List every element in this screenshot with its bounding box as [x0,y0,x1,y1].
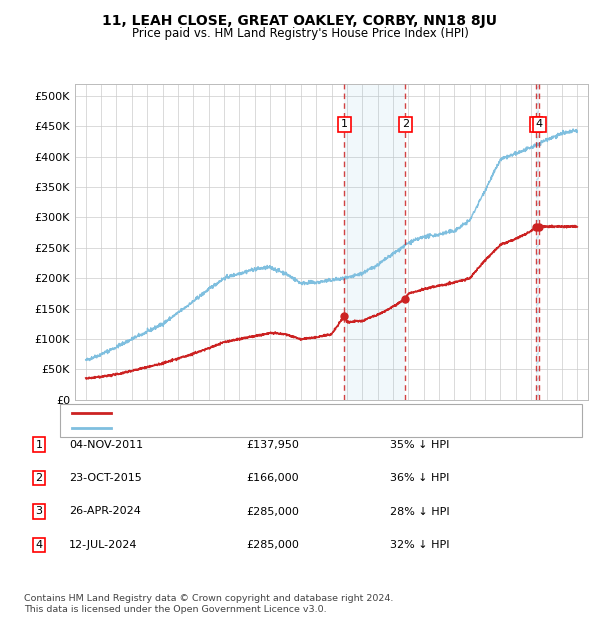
Text: 04-NOV-2011: 04-NOV-2011 [69,440,143,450]
Text: 4: 4 [35,540,43,550]
Text: This data is licensed under the Open Government Licence v3.0.: This data is licensed under the Open Gov… [24,604,326,614]
Bar [536,84,539,400]
Text: Price paid vs. HM Land Registry's House Price Index (HPI): Price paid vs. HM Land Registry's House … [131,27,469,40]
Text: 32% ↓ HPI: 32% ↓ HPI [390,540,449,550]
Text: 11, LEAH CLOSE, GREAT OAKLEY, CORBY, NN18 8JU: 11, LEAH CLOSE, GREAT OAKLEY, CORBY, NN1… [103,14,497,28]
Bar [344,84,406,400]
Text: Contains HM Land Registry data © Crown copyright and database right 2024.: Contains HM Land Registry data © Crown c… [24,593,394,603]
Text: 3: 3 [35,507,43,516]
Bar [536,84,539,400]
Text: £285,000: £285,000 [246,507,299,516]
Text: 28% ↓ HPI: 28% ↓ HPI [390,507,449,516]
Text: 36% ↓ HPI: 36% ↓ HPI [390,473,449,483]
Text: 3: 3 [533,120,539,130]
Text: 1: 1 [341,120,348,130]
Text: 2: 2 [35,473,43,483]
Text: 1: 1 [35,440,43,450]
Text: £137,950: £137,950 [246,440,299,450]
Text: 23-OCT-2015: 23-OCT-2015 [69,473,142,483]
Text: 12-JUL-2024: 12-JUL-2024 [69,540,137,550]
Text: 2: 2 [402,120,409,130]
Text: 4: 4 [536,120,543,130]
Text: 11, LEAH CLOSE, GREAT OAKLEY, CORBY, NN18 8JU (detached house): 11, LEAH CLOSE, GREAT OAKLEY, CORBY, NN1… [120,409,466,419]
Text: £166,000: £166,000 [246,473,299,483]
Text: HPI: Average price, detached house, North Northamptonshire: HPI: Average price, detached house, Nort… [120,423,426,433]
Text: 26-APR-2024: 26-APR-2024 [69,507,141,516]
Text: £285,000: £285,000 [246,540,299,550]
Text: 35% ↓ HPI: 35% ↓ HPI [390,440,449,450]
